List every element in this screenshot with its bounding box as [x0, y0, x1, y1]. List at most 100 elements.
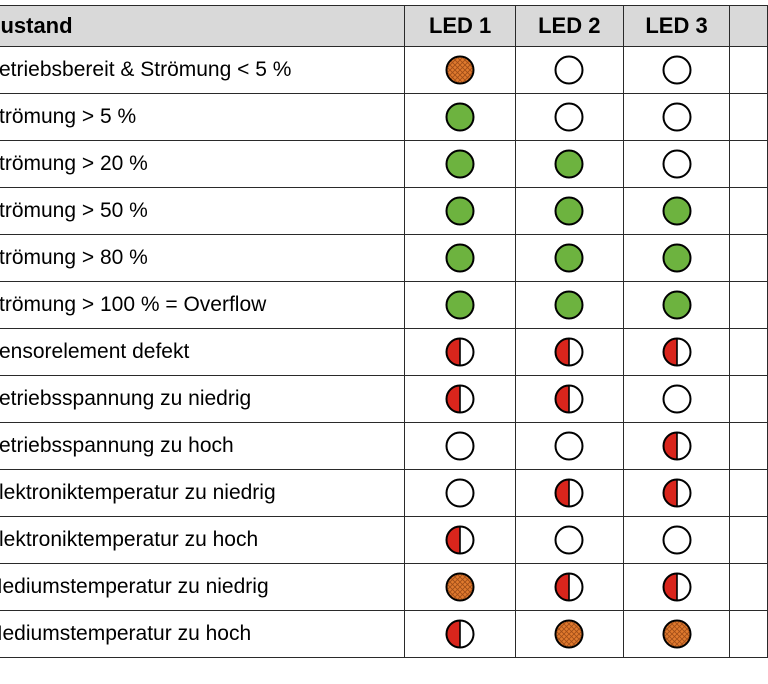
led-2-cell — [514, 610, 624, 658]
led-2-cell — [514, 422, 624, 470]
led-3-cell — [622, 46, 731, 94]
state-label: Strömung > 80 % — [0, 246, 148, 269]
table-row: Strömung > 100 % = Overflow — [0, 281, 768, 329]
table-row: Elektroniktemperatur zu hoch — [0, 516, 768, 564]
state-cell: Strömung > 80 % — [0, 234, 406, 282]
led-2-cell — [514, 46, 624, 94]
table-header-row: Zustand LED 1 LED 2 LED 3 — [0, 5, 768, 47]
led-blinking-red-icon — [554, 337, 584, 367]
state-cell: Betriebsspannung zu hoch — [0, 422, 406, 470]
led-3-cell — [622, 469, 731, 517]
led-green-icon — [554, 243, 584, 273]
led-blinking-red-icon — [445, 337, 475, 367]
state-cell: Strömung > 20 % — [0, 140, 406, 188]
led-off-icon — [662, 102, 692, 132]
header-zustand: Zustand — [0, 5, 406, 47]
led-2-cell — [514, 375, 624, 423]
led-blinking-orange-icon — [662, 619, 692, 649]
extra-cell — [729, 328, 768, 376]
table-row: Strömung > 20 % — [0, 140, 768, 188]
table-row: Elektroniktemperatur zu niedrig — [0, 469, 768, 517]
state-cell: Elektroniktemperatur zu hoch — [0, 516, 406, 564]
table-row: Betriebsspannung zu hoch — [0, 422, 768, 470]
led-2-cell — [514, 187, 624, 235]
led-off-icon — [662, 525, 692, 555]
led-1-cell — [404, 93, 516, 141]
led-1-cell — [404, 563, 516, 611]
led-green-icon — [445, 149, 475, 179]
led-1-cell — [404, 46, 516, 94]
led-green-icon — [445, 196, 475, 226]
state-cell: Betriebsbereit & Strömung < 5 % — [0, 46, 406, 94]
extra-cell — [729, 140, 768, 188]
led-blinking-red-icon — [662, 431, 692, 461]
led-3-cell — [622, 375, 731, 423]
extra-cell — [729, 281, 768, 329]
led-2-cell — [514, 140, 624, 188]
extra-cell — [729, 563, 768, 611]
table-row: Mediumstemperatur zu hoch — [0, 610, 768, 658]
led-green-icon — [445, 243, 475, 273]
led-3-cell — [622, 140, 731, 188]
state-cell: Mediumstemperatur zu hoch — [0, 610, 406, 658]
led-3-cell — [622, 422, 731, 470]
led-1-cell — [404, 187, 516, 235]
led-2-cell — [514, 93, 624, 141]
state-label: Betriebsspannung zu niedrig — [0, 387, 252, 410]
led-off-icon — [662, 55, 692, 85]
led-green-icon — [662, 290, 692, 320]
led-1-cell — [404, 234, 516, 282]
led-3-cell — [622, 516, 731, 564]
led-2-cell — [514, 469, 624, 517]
led-blinking-red-icon — [554, 572, 584, 602]
led-blinking-red-icon — [554, 478, 584, 508]
extra-cell — [729, 234, 768, 282]
state-cell: Sensorelement defekt — [0, 328, 406, 376]
led-3-cell — [622, 93, 731, 141]
led-blinking-red-icon — [445, 384, 475, 414]
led-green-icon — [662, 196, 692, 226]
led-3-cell — [622, 610, 731, 658]
extra-cell — [729, 469, 768, 517]
led-blinking-orange-icon — [445, 572, 475, 602]
table-row: Mediumstemperatur zu niedrig — [0, 563, 768, 611]
led-off-icon — [445, 478, 475, 508]
state-label: Strömung > 100 % = Overflow — [0, 293, 267, 316]
state-label: Strömung > 50 % — [0, 199, 148, 222]
led-3-cell — [622, 328, 731, 376]
state-label: Elektroniktemperatur zu hoch — [0, 528, 259, 551]
state-label: Strömung > 5 % — [0, 105, 137, 128]
led-off-icon — [554, 525, 584, 555]
header-led-3: LED 3 — [622, 5, 731, 47]
led-off-icon — [445, 431, 475, 461]
table-row: Strömung > 50 % — [0, 187, 768, 235]
led-blinking-orange-icon — [554, 619, 584, 649]
state-label: Sensorelement defekt — [0, 340, 190, 363]
state-cell: Elektroniktemperatur zu niedrig — [0, 469, 406, 517]
led-3-cell — [622, 187, 731, 235]
extra-cell — [729, 46, 768, 94]
led-off-icon — [662, 149, 692, 179]
led-blinking-red-icon — [662, 478, 692, 508]
led-green-icon — [554, 290, 584, 320]
led-blinking-orange-icon — [445, 55, 475, 85]
led-3-cell — [622, 234, 731, 282]
header-led-2: LED 2 — [514, 5, 624, 47]
extra-cell — [729, 93, 768, 141]
header-zustand-label: Zustand — [0, 13, 73, 38]
state-cell: Strömung > 100 % = Overflow — [0, 281, 406, 329]
led-1-cell — [404, 281, 516, 329]
led-2-cell — [514, 516, 624, 564]
led-green-icon — [445, 290, 475, 320]
led-1-cell — [404, 140, 516, 188]
table-row: Strömung > 5 % — [0, 93, 768, 141]
led-1-cell — [404, 610, 516, 658]
state-cell: Strömung > 5 % — [0, 93, 406, 141]
table-row: Betriebsbereit & Strömung < 5 % — [0, 46, 768, 94]
led-off-icon — [554, 55, 584, 85]
led-blinking-red-icon — [554, 384, 584, 414]
extra-cell — [729, 375, 768, 423]
led-blinking-red-icon — [445, 619, 475, 649]
led-3-cell — [622, 563, 731, 611]
led-1-cell — [404, 469, 516, 517]
